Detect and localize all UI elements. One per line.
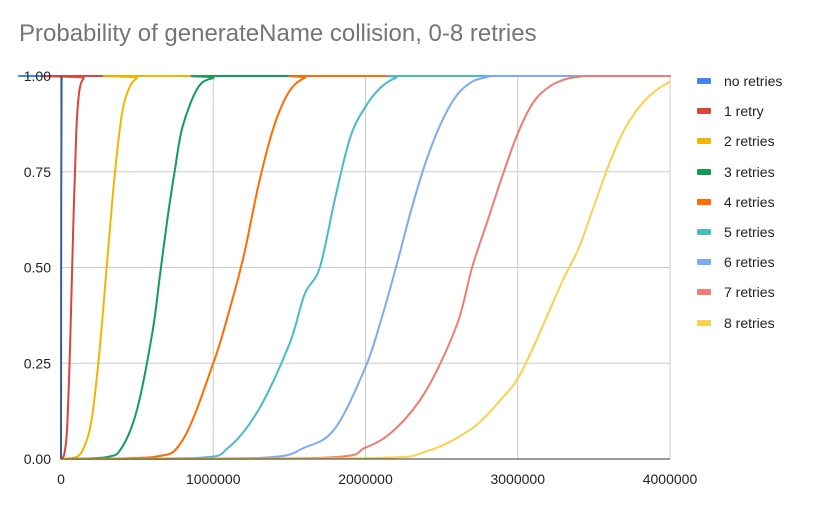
x-tick-label: 0 — [57, 471, 65, 487]
y-tick-label: 0.75 — [24, 164, 51, 180]
legend-swatch — [697, 108, 711, 115]
legend-item: 2 retries — [697, 126, 782, 156]
chart-title: Probability of generateName collision, 0… — [19, 20, 537, 47]
legend-label: 8 retries — [724, 314, 775, 331]
x-tick-label: 2000000 — [338, 471, 393, 487]
legend-label: 5 retries — [724, 224, 775, 241]
x-tick-label: 1000000 — [186, 471, 241, 487]
legend-swatch — [697, 138, 711, 145]
y-tick-label: 0.25 — [24, 355, 51, 371]
axes: 0.00 0.25 0.50 0.75 1.00 0 1000000 2000000 30000… — [24, 68, 698, 487]
legend-label: 1 retry — [724, 103, 764, 120]
y-tick-label: 1.00 — [24, 68, 51, 84]
legend-label: 6 retries — [724, 254, 775, 271]
series-line-7 — [60, 75, 671, 460]
legend-item: 4 retries — [697, 187, 782, 217]
legend-item: 6 retries — [697, 247, 782, 277]
legend-item: 8 retries — [697, 308, 782, 338]
legend-swatch — [697, 168, 711, 175]
legend-swatch — [697, 229, 711, 236]
series-line-3 — [60, 74, 671, 460]
series-line-5 — [60, 74, 671, 460]
series-line-2 — [60, 74, 671, 460]
legend-swatch — [697, 78, 711, 85]
legend-item: no retries — [697, 66, 782, 96]
legend: no retries 1 retry 2 retries 3 retries 4 ret… — [697, 66, 782, 338]
legend-swatch — [697, 198, 711, 205]
legend-swatch — [697, 319, 711, 326]
legend-label: 4 retries — [724, 193, 775, 210]
legend-item: 7 retries — [697, 277, 782, 307]
legend-item: 5 retries — [697, 217, 782, 247]
x-tick-label: 3000000 — [490, 471, 545, 487]
legend-label: no retries — [724, 73, 783, 90]
x-tick-label: 4000000 — [643, 471, 698, 487]
y-tick-label: 0.50 — [24, 260, 51, 276]
series-line-8 — [60, 80, 671, 460]
y-tick-label: 0.00 — [24, 451, 51, 467]
series-line-4 — [60, 74, 671, 460]
legend-swatch — [697, 289, 711, 296]
legend-item: 1 retry — [697, 96, 782, 126]
legend-label: 2 retries — [724, 133, 775, 150]
legend-item: 3 retries — [697, 157, 782, 187]
legend-label: 3 retries — [724, 163, 775, 180]
legend-swatch — [697, 259, 711, 266]
gridlines — [61, 75, 671, 459]
legend-label: 7 retries — [724, 284, 775, 301]
series-line-6 — [60, 75, 671, 460]
